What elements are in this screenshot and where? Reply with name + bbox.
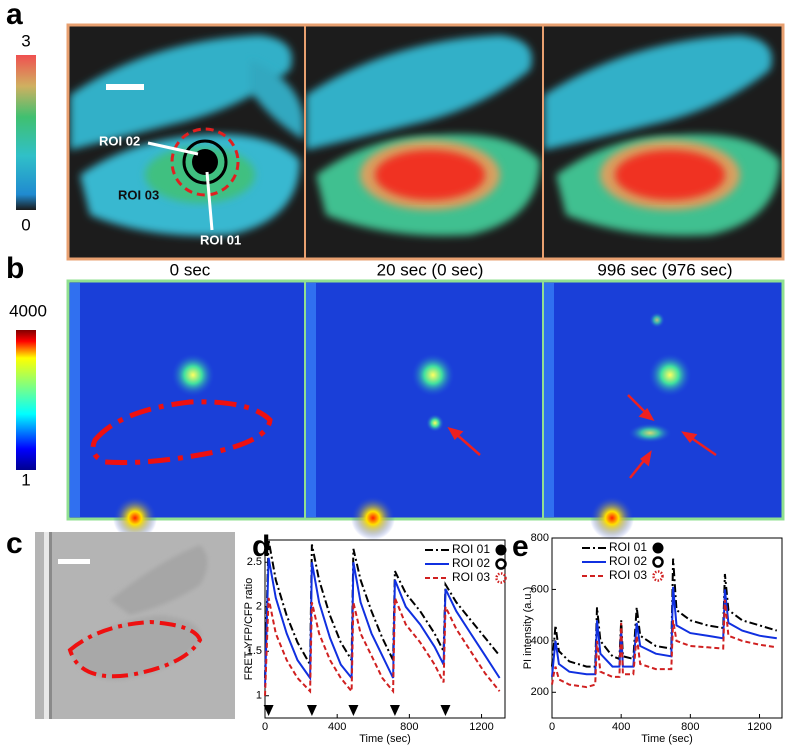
colorbar-min: 0 (21, 215, 30, 234)
colorbar-max: 3 (21, 31, 30, 50)
time-label: 996 sec (976 sec) (597, 260, 732, 279)
stimulus-marker (263, 705, 274, 716)
y-tick-label: 600 (531, 583, 549, 595)
stimulus-marker (389, 705, 400, 716)
y-axis-label: PI intensity (a.u.) (522, 587, 534, 670)
scale-bar (106, 84, 144, 90)
x-tick-label: 1200 (747, 721, 771, 733)
plot-area (551, 537, 783, 719)
x-tick-label: 400 (612, 721, 630, 733)
y-tick-label: 1.5 (247, 645, 262, 657)
annotation: ROI 03 (118, 187, 159, 202)
legend-label: ROI 02 (609, 554, 647, 568)
legend-marker (652, 542, 664, 554)
x-tick-label: 400 (328, 721, 346, 733)
roi-outline (67, 619, 203, 679)
time-label: 0 sec (170, 260, 211, 279)
x-axis-label: Time (sec) (359, 733, 411, 745)
stimulus-marker (348, 705, 359, 716)
legend-marker (652, 556, 664, 568)
scale-bar (58, 559, 90, 564)
x-tick-label: 0 (262, 721, 268, 733)
panel-label: a (6, 0, 23, 31)
roi-outline (90, 399, 273, 466)
annotation: ROI 01 (200, 232, 241, 247)
series-line (264, 597, 501, 696)
series-line (551, 558, 778, 668)
cell-image (544, 35, 780, 236)
x-tick-label: 800 (400, 721, 418, 733)
y-tick-label: 200 (531, 686, 549, 698)
arrows (447, 394, 717, 479)
cell-image (306, 35, 540, 236)
panel-label: c (6, 527, 23, 560)
colorbar-max: 4000 (9, 301, 47, 320)
cell-image (70, 35, 304, 236)
roi-circle (192, 149, 218, 175)
series-line (551, 586, 777, 677)
legend-marker (652, 570, 664, 582)
series-line (551, 599, 777, 689)
colorbar (16, 55, 36, 210)
image-strip (66, 279, 785, 521)
x-tick-label: 1200 (469, 721, 493, 733)
time-label: 20 sec (0 sec) (377, 260, 484, 279)
series-line (264, 557, 501, 687)
legend-label: ROI 01 (609, 540, 647, 554)
legend-label: ROI 02 (452, 556, 490, 570)
arrow (147, 141, 199, 156)
y-tick-label: 2.5 (247, 556, 262, 568)
roi-circle (170, 127, 240, 197)
legend-label: ROI 03 (609, 568, 647, 582)
arrow (205, 171, 214, 231)
legend-marker (495, 572, 507, 584)
y-tick-label: 1 (256, 690, 262, 702)
legend-marker (495, 558, 507, 570)
legend-marker (495, 544, 507, 556)
x-tick-label: 0 (549, 721, 555, 733)
colorbar-min: 1 (21, 470, 30, 489)
y-axis-label: FRET-YFP/CFP ratio (243, 578, 255, 680)
stimulus-marker (306, 705, 317, 716)
x-tick-label: 800 (681, 721, 699, 733)
colorbar (16, 330, 36, 470)
panel-label: b (6, 252, 24, 285)
y-tick-label: 2 (256, 601, 262, 613)
stimulus-marker (440, 705, 451, 716)
panel-label: e (512, 530, 529, 563)
legend-label: ROI 01 (452, 542, 490, 556)
y-tick-label: 400 (531, 635, 549, 647)
annotation: ROI 02 (99, 133, 140, 148)
roi-circle (182, 139, 228, 185)
legend-label: ROI 03 (452, 570, 490, 584)
panel-label: d (252, 530, 270, 563)
fluorescence-image (70, 283, 692, 540)
x-axis-label: Time (sec) (641, 733, 693, 745)
plot-area (264, 539, 506, 719)
y-tick-label: 800 (531, 532, 549, 544)
